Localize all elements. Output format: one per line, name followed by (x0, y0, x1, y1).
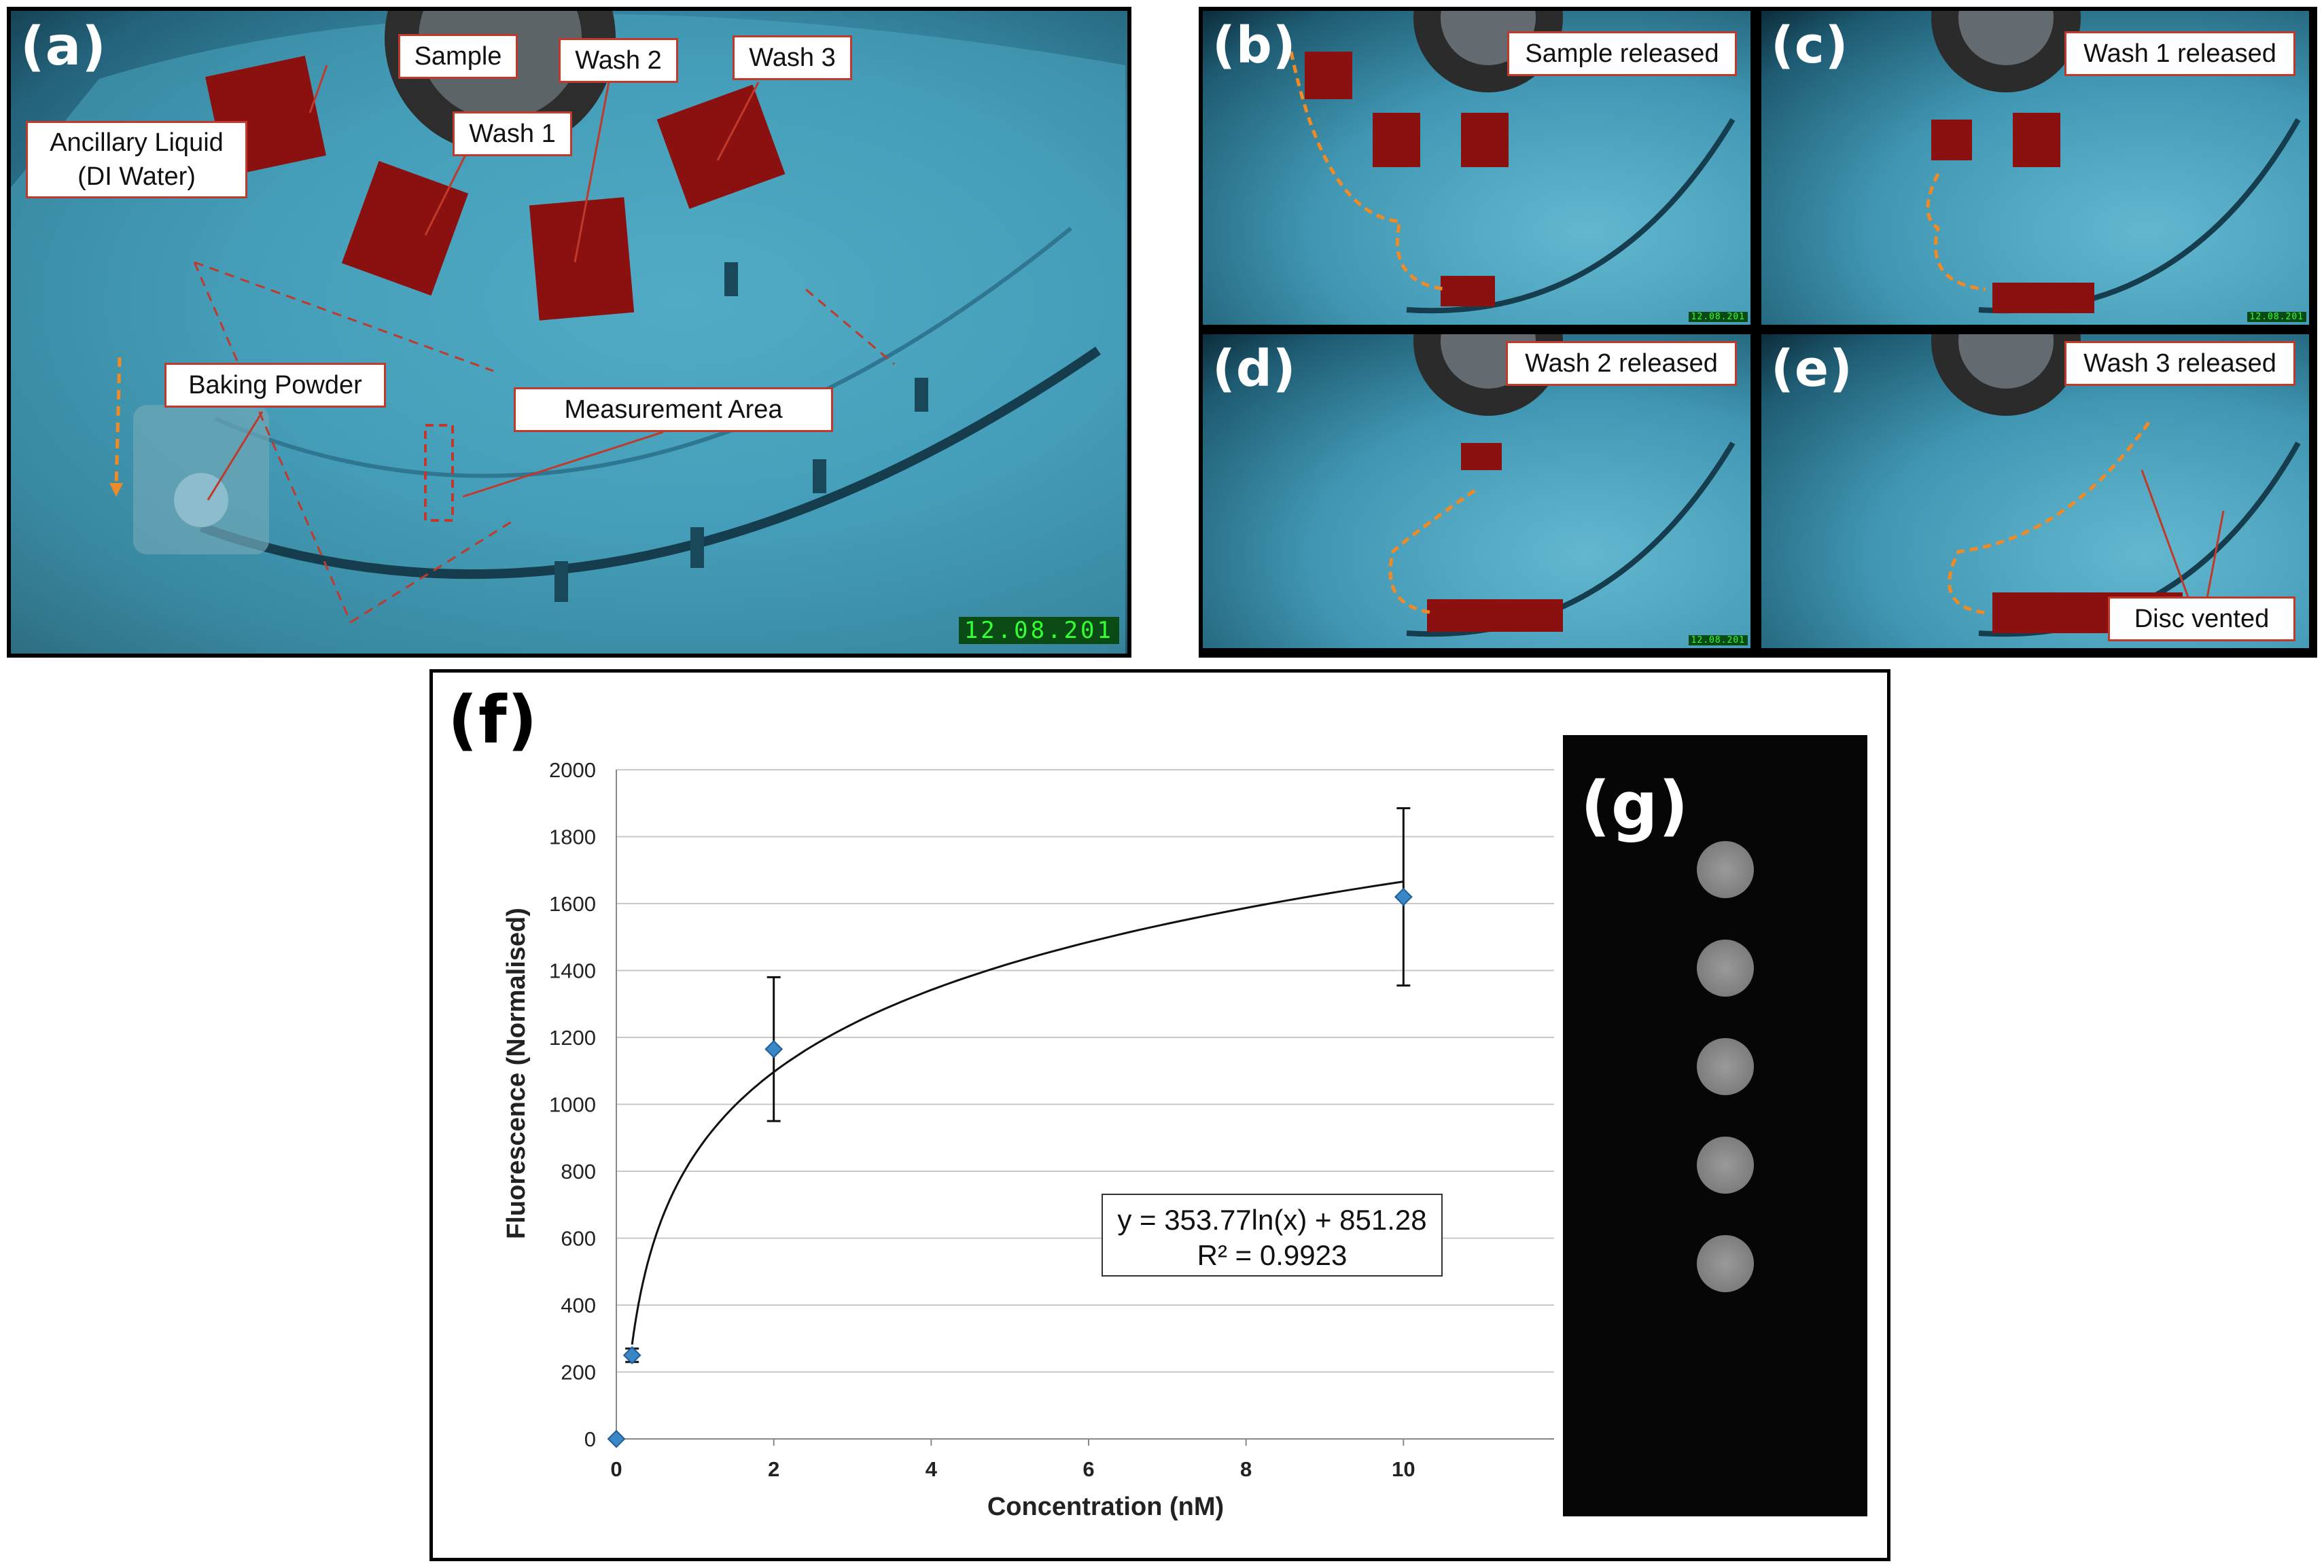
panel-d-label: (d) (1212, 340, 1297, 398)
disc-illustration-c (1926, 11, 2301, 314)
y-tick-label: 1000 (549, 1093, 596, 1117)
y-tick-label: 2000 (549, 758, 596, 782)
timestamp-d: 12.08.201 (1688, 635, 1748, 645)
disc-illustration-b (1289, 11, 1736, 314)
panel-d: (d) Wash 2 released 12.08.201 (1203, 334, 1750, 648)
spot-5 (1697, 1235, 1754, 1292)
callout-ancillary-line1: Ancillary Liquid (50, 128, 224, 157)
callout-sample: Sample (398, 34, 518, 79)
callout-ancillary-line2: (DI Water) (77, 162, 196, 191)
y-tick-label: 1200 (549, 1026, 596, 1050)
callout-ancillary-liquid: Ancillary Liquid (DI Water) (26, 121, 247, 198)
spot-2 (1697, 940, 1754, 997)
y-tick-label: 0 (584, 1427, 596, 1451)
spot-4 (1697, 1137, 1754, 1194)
trendline (631, 880, 1404, 1345)
caption-wash2-released: Wash 2 released (1506, 341, 1737, 386)
data-point (607, 1429, 626, 1448)
panel-b-e-grid: (b) Sample released 12.08.201 (c) Wash 1… (1199, 7, 2317, 658)
panel-g-label: (g) (1581, 768, 1689, 844)
panel-g: (g) (1563, 735, 1867, 1516)
spot-3 (1697, 1038, 1754, 1095)
y-tick-label: 600 (561, 1227, 596, 1251)
timestamp-b: 12.08.201 (1688, 312, 1748, 322)
y-tick-label: 1800 (549, 825, 596, 849)
y-tick-label: 1400 (549, 959, 596, 983)
panel-a: (a) Sample Wash 2 Wash 3 Wash 1 Ancillar… (7, 7, 1131, 658)
x-tick-label: 0 (610, 1457, 622, 1481)
data-point (1394, 887, 1413, 906)
timestamp-a: 12.08.201 (958, 617, 1119, 644)
x-tick-label: 8 (1240, 1457, 1252, 1481)
x-tick-label: 4 (926, 1457, 938, 1481)
caption-sample-released: Sample released (1507, 31, 1737, 76)
y-tick-label: 400 (561, 1294, 596, 1317)
y-axis-title: Fluorescence (Normalised) (502, 908, 531, 1239)
trendline-equation: y = 353.77ln(x) + 851.28 (1117, 1204, 1426, 1236)
panel-e: (e) Wash 3 released Disc vented (1761, 334, 2309, 648)
equation-box (1102, 1194, 1443, 1277)
r-squared: R² = 0.9923 (1197, 1239, 1348, 1271)
y-tick-label: 200 (561, 1361, 596, 1385)
x-tick-label: 6 (1082, 1457, 1094, 1481)
data-point (622, 1346, 641, 1365)
timestamp-c: 12.08.201 (2247, 312, 2306, 322)
panel-f-g: (f) 0 200 400 600 800 1000 1200 1400 1600 1800 200… (429, 669, 1890, 1561)
y-tick-label: 800 (561, 1160, 596, 1183)
callout-wash2: Wash 2 (559, 38, 678, 83)
panel-b-label: (b) (1212, 16, 1297, 75)
caption-wash3-released: Wash 3 released (2064, 341, 2295, 386)
fluorescence-chart: 0 200 400 600 800 1000 1200 1400 1600 1800 2000 0 2 4… (502, 758, 1554, 1521)
caption-wash1-released: Wash 1 released (2064, 31, 2295, 76)
callout-baking-powder: Baking Powder (164, 363, 386, 408)
x-axis-title: Concentration (nM) (987, 1493, 1224, 1521)
panel-c-label: (c) (1771, 16, 1849, 75)
x-tick-label: 2 (768, 1457, 779, 1481)
panel-b: (b) Sample released 12.08.201 (1203, 11, 1750, 325)
callout-measurement-area: Measurement Area (514, 387, 833, 432)
panel-c: (c) Wash 1 released 12.08.201 (1761, 11, 2309, 325)
data-point (764, 1039, 784, 1058)
disc-illustration-a (11, 11, 1125, 654)
callout-wash3: Wash 3 (733, 35, 852, 80)
panel-f-label: (f) (448, 682, 538, 758)
callout-disc-vented: Disc vented (2108, 596, 2295, 641)
callout-wash1: Wash 1 (453, 111, 572, 156)
spot-1 (1697, 841, 1754, 898)
panel-a-label: (a) (20, 16, 107, 77)
x-tick-label: 10 (1392, 1457, 1415, 1481)
panel-e-label: (e) (1771, 340, 1853, 398)
y-tick-label: 1600 (549, 892, 596, 916)
